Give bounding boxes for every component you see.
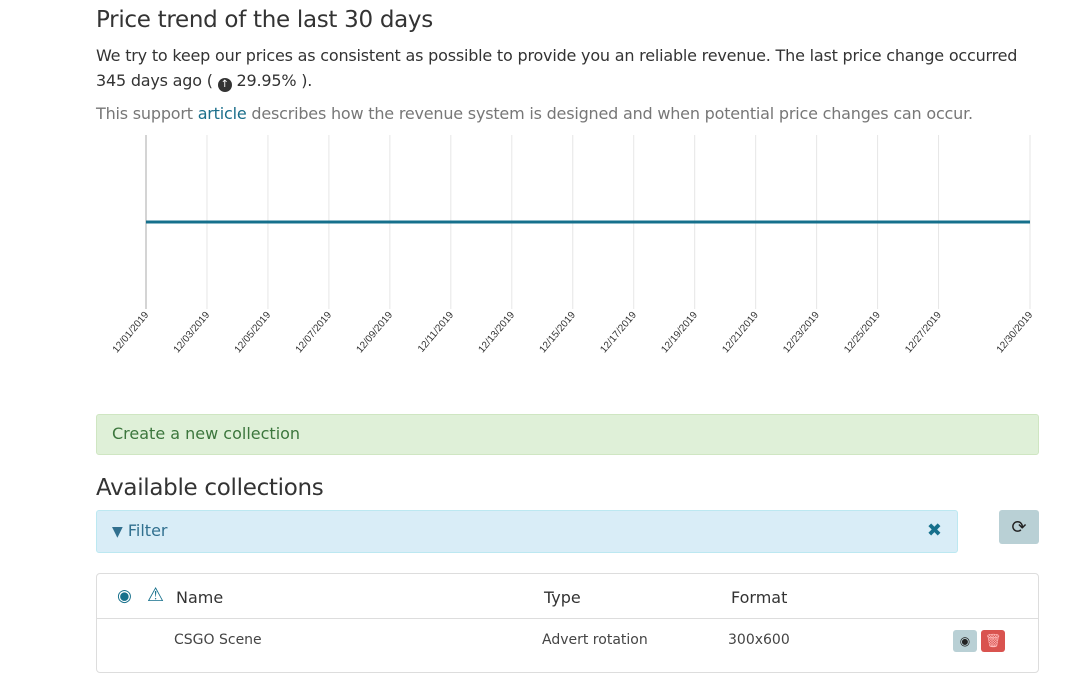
filter-icon: ▼ — [112, 524, 123, 540]
row-type: Advert rotation — [542, 632, 648, 648]
x-tick-label: 12/15/2019 — [537, 310, 578, 356]
support-suffix: describes how the revenue system is desi… — [251, 104, 973, 123]
x-tick-label: 12/23/2019 — [781, 310, 822, 356]
price-trend-chart: 12/01/2019 12/03/2019 12/05/2019 12/07/2019… — [111, 135, 1036, 356]
x-tick-label: 12/30/2019 — [995, 310, 1036, 356]
x-tick-label: 12/17/2019 — [598, 310, 639, 356]
x-tick-label: 12/27/2019 — [903, 310, 944, 356]
page-title: Price trend of the last 30 days — [96, 7, 433, 33]
x-tick-label: 12/03/2019 — [172, 310, 213, 356]
intro-suffix: ). — [301, 71, 313, 90]
filter-label: Filter — [127, 521, 168, 540]
eye-slash-icon: ◉ — [117, 586, 132, 606]
x-tick-label: 12/21/2019 — [720, 310, 761, 356]
refresh-button[interactable]: ⟳ — [999, 510, 1039, 544]
support-prefix: This support — [96, 104, 193, 123]
refresh-icon: ⟳ — [1011, 516, 1027, 538]
eye-slash-icon: ◉ — [959, 634, 971, 648]
delete-button[interactable]: 🗑 — [981, 630, 1005, 652]
support-text: This support article describes how the r… — [96, 101, 973, 126]
header-name[interactable]: Name — [176, 588, 224, 607]
trash-icon: 🗑 — [984, 633, 1002, 649]
x-tick-label: 12/13/2019 — [476, 310, 517, 356]
x-tick-label: 12/11/2019 — [416, 310, 456, 355]
article-link[interactable]: article — [197, 104, 247, 123]
price-change: 29.95% — [236, 71, 297, 90]
row-format: 300x600 — [728, 632, 790, 648]
row-name: CSGO Scene — [174, 632, 262, 648]
warning-icon: ⚠ — [147, 584, 165, 606]
toggle-visibility-button[interactable]: ◉ — [953, 630, 977, 652]
intro-text: We try to keep our prices as consistent … — [96, 46, 1018, 65]
x-tick-label: 12/05/2019 — [233, 310, 274, 356]
clear-filter-icon[interactable]: ✖ — [926, 520, 942, 541]
x-tick-label: 12/19/2019 — [659, 310, 700, 356]
table-header: ◉ ⚠ Name Type Format — [97, 574, 1038, 619]
collections-title: Available collections — [96, 475, 324, 501]
table-row: CSGO Scene Advert rotation 300x600 ◉ 🗑 — [97, 620, 1038, 660]
filter-panel[interactable]: ▼ Filter ✖ — [96, 510, 958, 553]
x-tick-label: 12/07/2019 — [294, 310, 335, 356]
price-info: We try to keep our prices as consistent … — [96, 43, 1056, 93]
arrow-up-circle-icon: ↑ — [217, 78, 232, 92]
x-tick-label: 12/09/2019 — [355, 310, 396, 356]
x-tick-label: 12/25/2019 — [842, 310, 883, 356]
intro-text-2: 345 days ago ( — [96, 71, 213, 90]
header-format[interactable]: Format — [731, 588, 788, 607]
create-collection-button[interactable]: Create a new collection — [96, 414, 1039, 455]
x-tick-label: 12/01/2019 — [111, 310, 152, 356]
collections-table: ◉ ⚠ Name Type Format CSGO Scene Advert r… — [96, 573, 1039, 673]
header-type[interactable]: Type — [544, 588, 581, 607]
